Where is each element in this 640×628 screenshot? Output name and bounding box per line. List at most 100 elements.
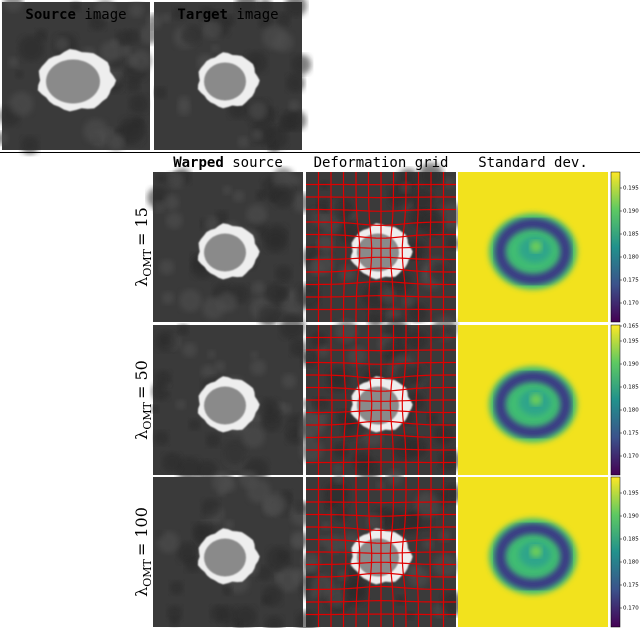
texture: [276, 288, 289, 300]
colorbar: [610, 476, 621, 628]
column-title: Warped source: [173, 155, 283, 171]
grid-line: [355, 325, 361, 475]
texture: [20, 136, 39, 155]
texture: [241, 424, 265, 448]
texture: [262, 585, 283, 607]
grid-line: [306, 246, 456, 249]
texture: [219, 475, 237, 493]
colorbar: [610, 324, 621, 476]
texture: [205, 433, 221, 448]
texture: [119, 116, 146, 143]
texture: [237, 136, 250, 148]
texture: [396, 595, 406, 605]
ring: [494, 218, 572, 285]
texture: [107, 133, 125, 151]
title-rest: source: [232, 155, 283, 171]
colorbar-tick-label: 0.165: [623, 324, 639, 330]
texture: [438, 449, 461, 472]
stddev-panel: [458, 477, 608, 627]
texture: [151, 404, 160, 414]
colorbar-tick-label: 0.185: [623, 232, 639, 238]
texture: [154, 86, 167, 99]
texture: [332, 442, 349, 459]
texture: [286, 73, 305, 93]
lesion-core: [204, 62, 246, 101]
texture: [256, 565, 272, 581]
colorbar-tick-label: 0.175: [623, 278, 639, 284]
grid-line: [306, 551, 456, 554]
texture: [289, 339, 308, 357]
texture: [128, 94, 149, 114]
image-panel: [295, 162, 465, 328]
texture: [443, 325, 454, 336]
texture: [285, 0, 307, 17]
texture: [264, 230, 287, 254]
texture: [165, 212, 183, 229]
texture: [257, 398, 280, 421]
grid-line: [306, 267, 456, 273]
grid-line: [389, 477, 395, 627]
texture: [301, 552, 321, 571]
grid-line: [306, 256, 456, 261]
texture: [275, 265, 292, 283]
texture: [184, 556, 201, 573]
texture: [167, 605, 183, 621]
texture: [408, 303, 427, 322]
texture: [295, 283, 321, 308]
texture: [338, 221, 361, 244]
texture: [272, 167, 295, 190]
texture: [334, 474, 344, 484]
texture: [200, 364, 216, 380]
colorbar-tick-label: 0.185: [623, 385, 639, 391]
texture: [366, 513, 384, 531]
grid-line: [306, 572, 456, 578]
grid-line: [355, 172, 361, 322]
texture: [176, 456, 202, 482]
texture: [274, 572, 284, 582]
texture: [325, 535, 344, 554]
texture: [222, 441, 248, 467]
ring: [494, 523, 572, 590]
image-panel: [295, 469, 465, 628]
texture: [161, 335, 170, 345]
texture: [281, 373, 297, 389]
texture: [211, 44, 220, 53]
texture: [18, 35, 45, 62]
image-panel: [153, 470, 314, 628]
colorbar-tick-label: 0.195: [623, 339, 639, 345]
texture: [175, 399, 186, 410]
texture: [285, 426, 304, 445]
texture: [316, 344, 330, 357]
texture: [367, 311, 384, 328]
ring: [494, 371, 572, 438]
lesion-core: [357, 233, 399, 272]
image-panel: [147, 167, 312, 327]
lesion-core: [357, 386, 399, 425]
image-panel: [151, 314, 308, 483]
title-rest: image: [236, 7, 278, 23]
texture: [262, 492, 288, 517]
texture: [291, 534, 307, 550]
texture: [406, 437, 428, 458]
colorbar-tick-label: 0.180: [623, 408, 639, 414]
row-label: λOMT = 100: [132, 507, 154, 597]
lesion-core: [204, 538, 246, 577]
texture: [157, 531, 180, 554]
lesion-core: [357, 538, 399, 577]
row-subscript: OMT: [141, 401, 154, 429]
lesion-core: [204, 386, 246, 425]
texture: [279, 314, 305, 340]
texture: [347, 346, 367, 366]
column-title: Standard dev.: [478, 155, 588, 171]
grid-line: [306, 409, 456, 414]
texture: [201, 498, 220, 518]
grid-line: [355, 477, 361, 627]
texture: [405, 611, 415, 620]
stddev-panel: [458, 325, 608, 475]
texture: [321, 521, 331, 530]
texture: [154, 430, 169, 446]
colorbar-tick-label: 0.190: [623, 209, 639, 215]
texture: [215, 210, 229, 224]
texture: [89, 13, 106, 31]
